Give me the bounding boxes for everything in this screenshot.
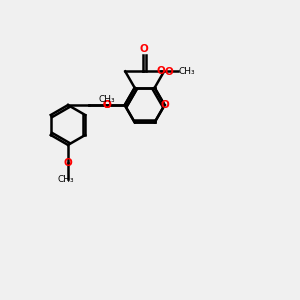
Text: O: O: [160, 100, 169, 110]
Text: CH₃: CH₃: [179, 67, 195, 76]
Text: O: O: [157, 66, 165, 76]
Text: CH₃: CH₃: [58, 175, 74, 184]
Text: O: O: [140, 44, 149, 54]
Text: O: O: [103, 100, 111, 110]
Text: O: O: [64, 158, 72, 168]
Text: O: O: [164, 67, 173, 77]
Text: CH₃: CH₃: [98, 95, 115, 104]
Text: O: O: [103, 100, 111, 110]
